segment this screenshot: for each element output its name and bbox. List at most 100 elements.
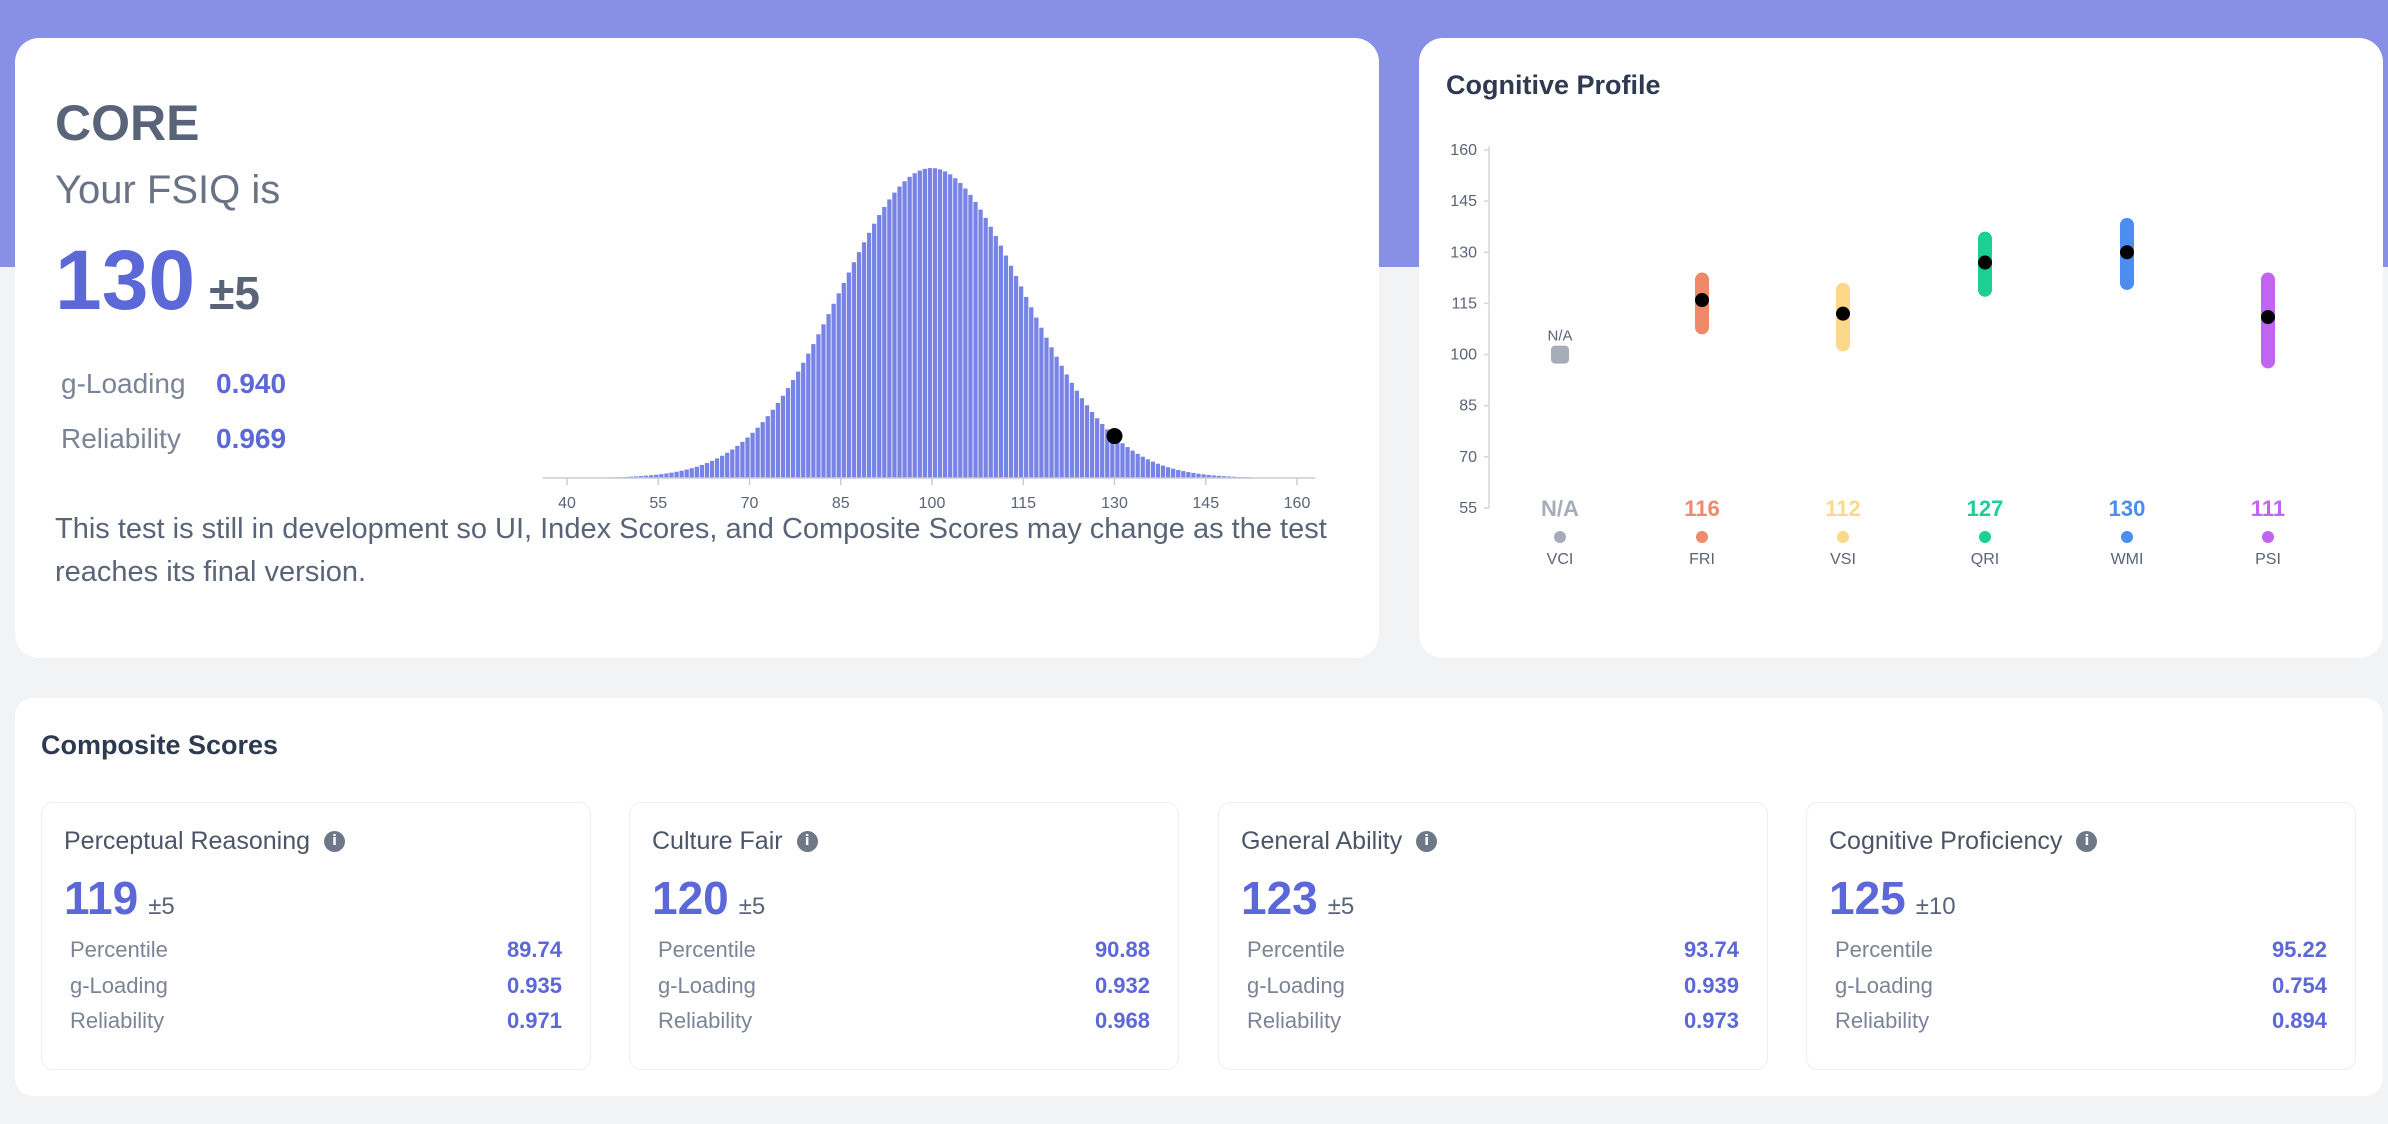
stat-row: Percentile 89.74 <box>70 937 562 963</box>
distribution-bar <box>1221 476 1226 478</box>
distribution-bar <box>1181 471 1186 478</box>
info-icon[interactable]: i <box>2076 831 2098 852</box>
profile-index-label: PSI <box>2255 551 2281 568</box>
distribution-bar <box>1084 405 1090 478</box>
x-tick-label: 130 <box>1101 495 1128 512</box>
stat-label: Reliability <box>1835 1008 1930 1033</box>
profile-index-label: QRI <box>1971 551 1999 568</box>
profile-score-label: 111 <box>2251 496 2285 521</box>
distribution-bar <box>740 441 745 478</box>
distribution-bar <box>785 388 791 478</box>
distribution-bar <box>1034 317 1039 478</box>
composite-margin: ±5 <box>738 893 766 920</box>
distribution-bar <box>872 223 877 478</box>
development-note: This test is still in development so UI,… <box>55 513 1327 588</box>
composite-score-row: 125 ±10 <box>1829 871 1956 925</box>
distribution-bar <box>1191 472 1196 478</box>
distribution-bar <box>978 209 983 478</box>
profile-title: Cognitive Profile <box>1446 70 1661 100</box>
composite-score-row: 123 ±5 <box>1241 871 1354 925</box>
distribution-bar <box>993 235 998 478</box>
composite-title: Composite Scores <box>41 730 279 760</box>
distribution-bar <box>897 186 902 478</box>
distribution-bar <box>866 232 872 478</box>
stat-row: Percentile 90.88 <box>658 937 1150 963</box>
distribution-bar <box>638 476 644 478</box>
distribution-bar <box>1029 307 1034 478</box>
composite-margin: ±5 <box>1327 893 1355 920</box>
distribution-bar <box>806 353 811 478</box>
distribution-bar <box>1140 456 1145 478</box>
x-tick-label: 55 <box>649 495 667 512</box>
distribution-bar <box>669 472 674 478</box>
composite-score: 123 <box>1241 872 1318 924</box>
reliability-row: Reliability 0.969 <box>61 423 286 455</box>
g-loading-label: g-Loading <box>61 368 186 399</box>
stat-row: Reliability 0.971 <box>70 1008 562 1034</box>
distribution-bar <box>1226 476 1232 478</box>
distribution-bar <box>1074 390 1080 478</box>
profile-index-label: VCI <box>1547 551 1574 568</box>
distribution-bar <box>714 458 720 478</box>
profile-point-wmi <box>2120 245 2134 260</box>
distribution-bar <box>1165 467 1171 478</box>
profile-point-vci <box>1551 345 1569 364</box>
distribution-bar <box>775 402 781 478</box>
x-tick-label: 100 <box>919 495 946 512</box>
composite-score-row: 120 ±5 <box>652 871 765 925</box>
distribution-bar <box>973 201 978 479</box>
composite-name-row: Culture Fair i <box>652 827 818 856</box>
composite-name: Perceptual Reasoning <box>64 827 310 855</box>
distribution-bar <box>1039 327 1044 478</box>
distribution-bar <box>887 199 892 478</box>
legend-dot <box>2262 531 2274 543</box>
stat-value: 0.935 <box>506 973 562 998</box>
legend-dot <box>1554 531 1566 543</box>
stat-label: Percentile <box>70 937 168 962</box>
distribution-bar <box>801 362 806 478</box>
composite-margin: ±10 <box>1915 893 1956 920</box>
y-tick-label: 70 <box>1459 449 1477 466</box>
stat-row: Percentile 95.22 <box>1835 937 2327 963</box>
stat-label: Reliability <box>1247 1008 1342 1033</box>
info-icon[interactable]: i <box>796 831 818 852</box>
distribution-bar <box>826 314 831 478</box>
distribution-bar <box>1201 474 1206 478</box>
distribution-bar <box>1089 411 1095 478</box>
distribution-bar <box>912 173 917 478</box>
profile-index-label: VSI <box>1830 551 1856 568</box>
reliability-value: 0.969 <box>216 423 287 454</box>
distribution-bar <box>882 206 887 478</box>
composite-name-row: General Ability i <box>1241 827 1438 856</box>
stat-label: g-Loading <box>1247 973 1345 998</box>
x-tick-label: 145 <box>1192 495 1219 512</box>
info-icon[interactable]: i <box>1416 831 1438 852</box>
distribution-bar <box>922 168 927 478</box>
distribution-bar <box>1064 374 1069 478</box>
distribution-bar <box>902 181 907 478</box>
stat-value: 0.968 <box>1094 1008 1150 1033</box>
x-tick-label: 85 <box>832 495 850 512</box>
stat-value: 0.932 <box>1094 973 1150 998</box>
composite-name-row: Cognitive Proficiency i <box>1829 827 2098 856</box>
distribution-bar <box>851 262 857 478</box>
y-tick-label: 100 <box>1450 347 1477 364</box>
reliability-label: Reliability <box>61 423 181 454</box>
distribution-bar <box>780 395 786 478</box>
distribution-bar <box>654 474 659 478</box>
fsiq-margin: ±5 <box>209 267 260 319</box>
profile-index-label: FRI <box>1689 551 1715 568</box>
profile-point-vsi <box>1836 306 1850 321</box>
stat-value: 89.74 <box>506 937 562 962</box>
test-name: CORE <box>55 95 200 151</box>
y-tick-label: 160 <box>1450 142 1477 159</box>
info-icon[interactable]: i <box>324 831 345 852</box>
composite-name: General Ability <box>1241 827 1403 855</box>
stat-value: 0.939 <box>1683 973 1739 998</box>
legend-dot <box>1979 531 1991 543</box>
distribution-bar <box>765 416 770 478</box>
distribution-bar <box>1115 439 1120 478</box>
y-tick-label: 85 <box>1459 398 1477 415</box>
distribution-bar <box>745 437 750 478</box>
distribution-bar <box>1013 276 1019 478</box>
